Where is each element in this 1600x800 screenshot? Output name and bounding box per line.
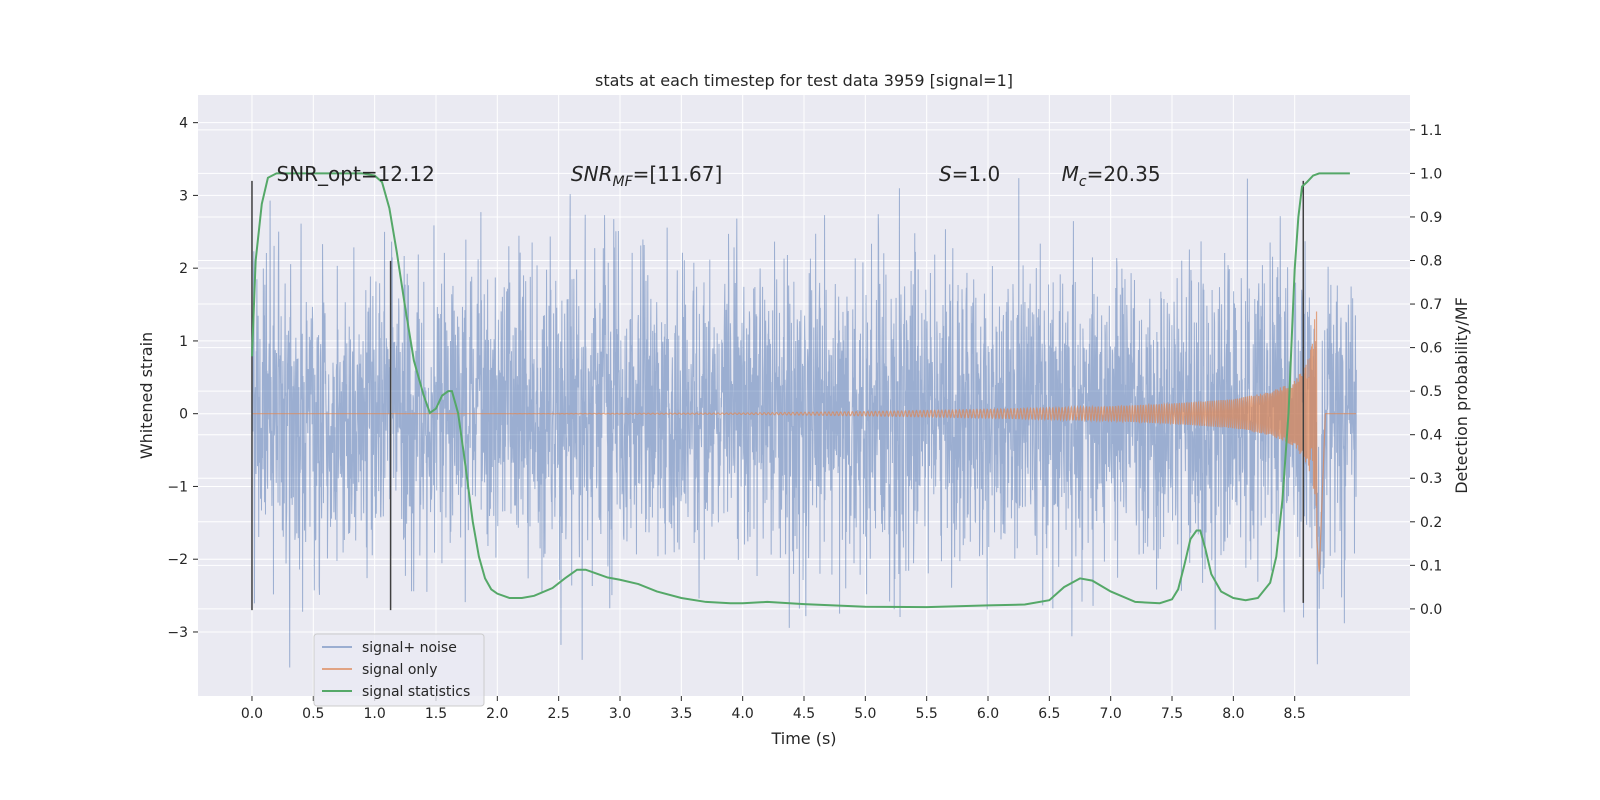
y2-tick-label: 0.8: [1420, 253, 1442, 269]
x-tick-label: 3.0: [609, 706, 631, 722]
y-tick-label: 2: [179, 261, 188, 277]
annotation-text: SNR_opt=12.12: [277, 162, 435, 186]
x-tick-label: 7.0: [1100, 706, 1122, 722]
series-signal-noise: [251, 178, 1357, 668]
x-tick-label: 1.0: [364, 706, 386, 722]
axes: 0.0 0.5 1.0 1.5 2.0 2.5 3.0 3.5 4.0 4.5 5.0 5.5 6.0 6…: [167, 116, 1442, 722]
x-tick-label: 4.0: [732, 706, 754, 722]
y2-tick-label: 0.5: [1420, 384, 1442, 400]
y2-tick-label: 1.0: [1420, 166, 1442, 182]
x-tick-label: 0.5: [302, 706, 324, 722]
y-tick-label: 0: [179, 407, 188, 423]
x-tick-label: 8.0: [1222, 706, 1244, 722]
y-tick-label: 3: [179, 188, 188, 204]
x-tick-label: 5.5: [916, 706, 938, 722]
x-axis-label: Time (s): [770, 729, 836, 748]
y2-axis-label: Detection probability/MF: [1452, 297, 1471, 494]
y2-tick-label: 0.2: [1420, 515, 1442, 531]
legend-label: signal+ noise: [362, 640, 457, 656]
y2-tick-label: 0.3: [1420, 471, 1442, 487]
y-tick-label: 1: [179, 334, 188, 350]
x-tick-label: 6.0: [977, 706, 999, 722]
y-tick-label: −3: [167, 625, 188, 641]
y-axis-label: Whitened strain: [137, 332, 156, 459]
x-tick-label: 5.0: [854, 706, 876, 722]
x-tick-label: 1.5: [425, 706, 447, 722]
legend: signal+ noise signal only signal statistic…: [313, 633, 485, 707]
y-tick-label: −2: [167, 552, 188, 568]
y2-tick-label: 1.1: [1420, 123, 1442, 139]
legend-label: signal only: [362, 662, 437, 678]
x-tick-label: 6.5: [1038, 706, 1060, 722]
y2-tick-label: 0.7: [1420, 297, 1442, 313]
x-tick-label: 3.5: [670, 706, 692, 722]
annotation-text: Mc=20.35: [1062, 162, 1161, 190]
y-tick-label: −1: [167, 479, 188, 495]
data-area: [250, 172, 1357, 668]
x-tick-label: 0.0: [241, 706, 263, 722]
annotation-text: SNRMF=[11.67]: [571, 162, 722, 190]
y2-tick-label: 0.6: [1420, 341, 1442, 357]
y2-tick-label: 0.9: [1420, 210, 1442, 226]
x-tick-label: 2.0: [486, 706, 508, 722]
legend-label: signal statistics: [362, 684, 470, 700]
series-signal-statistics: [250, 172, 1350, 609]
x-tick-label: 4.5: [793, 706, 815, 722]
y2-tick-label: 0.0: [1420, 602, 1442, 618]
x-tick-label: 7.5: [1161, 706, 1183, 722]
legend-box: [313, 633, 485, 707]
x-tick-label: 8.5: [1284, 706, 1306, 722]
y2-tick-label: 0.4: [1420, 428, 1442, 444]
series-signal-only: [251, 311, 1357, 572]
x-tick-label: 2.5: [548, 706, 570, 722]
annotations: SNR_opt=12.12 SNRMF=[11.67] S=1.0 Mc=20.35: [277, 162, 1161, 190]
y2-tick-label: 0.1: [1420, 558, 1442, 574]
chart-title: stats at each timestep for test data 395…: [595, 71, 1013, 90]
annotation-text: S=1.0: [939, 162, 1000, 186]
y-tick-label: 4: [179, 116, 188, 132]
